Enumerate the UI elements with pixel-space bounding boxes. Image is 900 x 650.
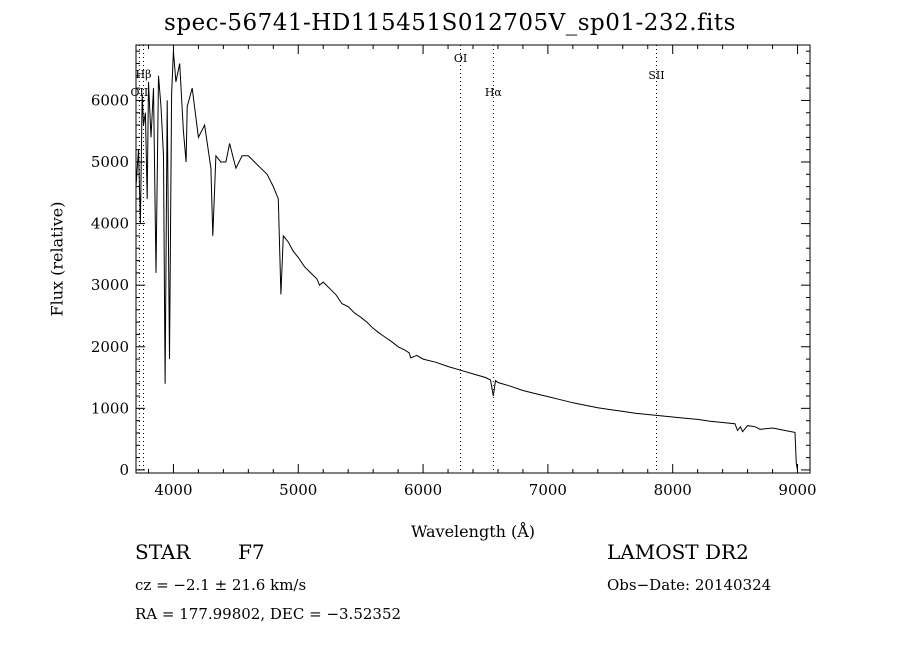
x-tick-label: 8000: [654, 481, 692, 499]
y-tick-label: 1000: [91, 399, 129, 417]
x-tick-label: 7000: [529, 481, 567, 499]
spectral-line-label: Hβ: [136, 68, 152, 81]
survey-name: LAMOST DR2: [607, 540, 749, 564]
observation-date: Obs−Date: 20140324: [607, 576, 772, 594]
spectral-line-label: Hα: [485, 86, 503, 99]
plot-frame: [135, 44, 811, 474]
x-tick-label: 6000: [404, 481, 442, 499]
spectrum-series: [135, 51, 798, 470]
object-subclass: F7: [238, 540, 265, 564]
y-axis-label: Flux (relative): [47, 201, 67, 317]
x-axis-ticks: 4000 5000 6000 7000 8000 9000: [147, 45, 817, 499]
spectrum-line: [135, 51, 798, 470]
x-tick-label: 4000: [154, 481, 192, 499]
chart-title: spec-56741-HD115451S012705V_sp01-232.fit…: [164, 10, 736, 36]
spectral-line-label: OI: [454, 52, 467, 65]
spectral-line-label: SII: [648, 69, 664, 82]
y-tick-label: 4000: [91, 215, 129, 233]
object-class: STAR: [135, 540, 191, 564]
y-tick-label: 6000: [91, 91, 129, 109]
x-tick-label: 5000: [279, 481, 317, 499]
y-tick-label: 2000: [91, 338, 129, 356]
redshift-velocity: cz = −2.1 ± 21.6 km/s: [135, 576, 307, 594]
x-tick-label: 9000: [778, 481, 816, 499]
coordinates: RA = 177.99802, DEC = −3.52352: [135, 605, 402, 623]
y-tick-label: 0: [119, 461, 129, 479]
x-axis-label: Wavelength (Å): [410, 522, 536, 541]
y-axis-ticks: 0 1000 2000 3000 4000 5000 6000: [91, 50, 810, 479]
y-tick-label: 3000: [91, 276, 129, 294]
y-tick-label: 5000: [91, 153, 129, 171]
